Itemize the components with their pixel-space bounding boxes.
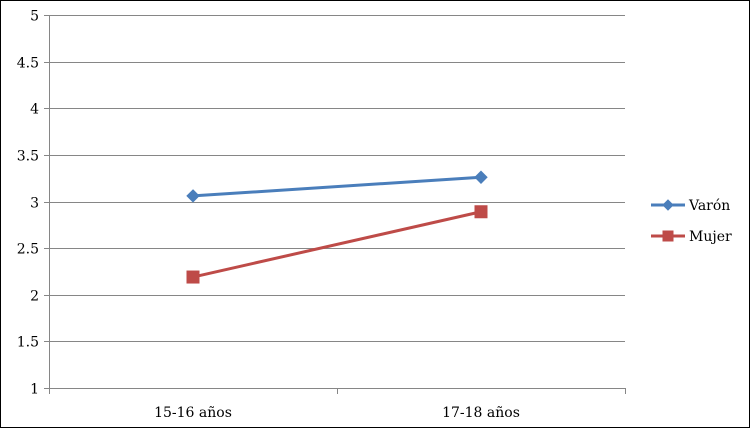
data-point — [474, 205, 488, 219]
series-line — [192, 175, 482, 198]
data-point — [186, 189, 200, 203]
gridlines — [49, 15, 625, 342]
x-tick-label: 17-18 años — [442, 405, 520, 421]
y-tick-label: 1 — [30, 382, 39, 398]
legend-item: Mujer — [651, 229, 732, 245]
legend-label: Varón — [688, 198, 730, 214]
legend-marker — [662, 199, 674, 211]
series-varón — [186, 170, 488, 203]
y-tick-label: 5 — [30, 9, 39, 25]
series-mujer — [186, 205, 488, 284]
series — [186, 170, 488, 284]
y-tick-label: 4.5 — [17, 56, 39, 72]
data-point — [474, 170, 488, 184]
series-line — [192, 210, 482, 279]
y-tick-label: 3 — [30, 196, 39, 212]
legend-item: Varón — [651, 198, 730, 214]
legend-marker — [662, 230, 674, 242]
y-tick-label: 4 — [30, 102, 39, 118]
y-tick-label: 1.5 — [17, 335, 39, 351]
y-tick-label: 2.5 — [17, 242, 39, 258]
y-tick-labels: 1 1.5 2 2.5 3 3.5 4 4.5 5 — [17, 9, 39, 398]
x-tick-labels: 15-16 años 17-18 años — [154, 405, 520, 421]
y-tick-label: 2 — [30, 289, 39, 305]
legend-label: Mujer — [689, 229, 732, 245]
data-point — [186, 270, 200, 284]
x-tick-label: 15-16 años — [154, 405, 232, 421]
axes — [44, 15, 626, 394]
y-tick-label: 3.5 — [17, 149, 39, 165]
legend: Varón Mujer — [651, 198, 732, 245]
